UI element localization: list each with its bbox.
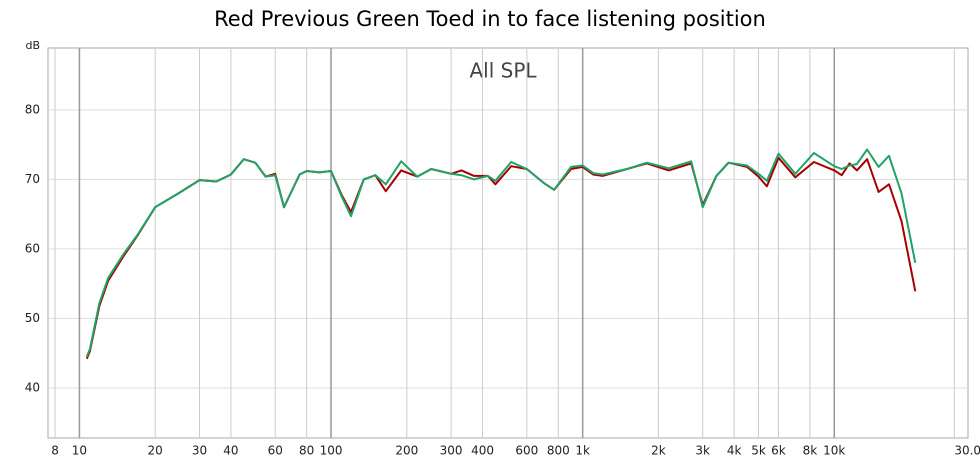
y-tick-label: 50: [25, 311, 40, 325]
x-tick-label: 60: [268, 444, 283, 458]
x-tick-label: 80: [299, 444, 314, 458]
x-tick-label: 600: [515, 444, 538, 458]
x-tick-label: 8k: [803, 444, 818, 458]
x-tick-label: 10: [72, 444, 87, 458]
x-tick-label: 30.0kHz: [954, 444, 980, 458]
x-tick-label: 20: [148, 444, 163, 458]
x-tick-label: 6k: [771, 444, 786, 458]
x-tick-label: 8: [51, 444, 59, 458]
plot-frame: [47, 47, 969, 439]
x-tick-label: 200: [395, 444, 418, 458]
x-tick-label: 300: [440, 444, 463, 458]
x-tick-label: 1k: [575, 444, 590, 458]
x-tick-label: 2k: [651, 444, 666, 458]
x-tick-label: 10k: [823, 444, 845, 458]
x-tick-label: 800: [547, 444, 570, 458]
x-tick-label: 5k: [751, 444, 766, 458]
series-line: [85, 148, 917, 358]
y-tick-label: 70: [25, 172, 40, 186]
x-tick-label: 400: [471, 444, 494, 458]
y-tick-label: 40: [25, 380, 40, 394]
y-axis-label: dB: [25, 39, 40, 52]
x-tick-label: 4k: [727, 444, 742, 458]
y-tick-label: 60: [25, 241, 40, 255]
chart-title: Red Previous Green Toed in to face liste…: [214, 7, 766, 31]
x-tick-label: 30: [192, 444, 207, 458]
x-tick-label: 100: [320, 444, 343, 458]
annotation: All SPL: [469, 59, 537, 83]
x-tick-label: 3k: [695, 444, 710, 458]
y-tick-label: 80: [25, 102, 40, 116]
x-tick-label: 40: [223, 444, 238, 458]
